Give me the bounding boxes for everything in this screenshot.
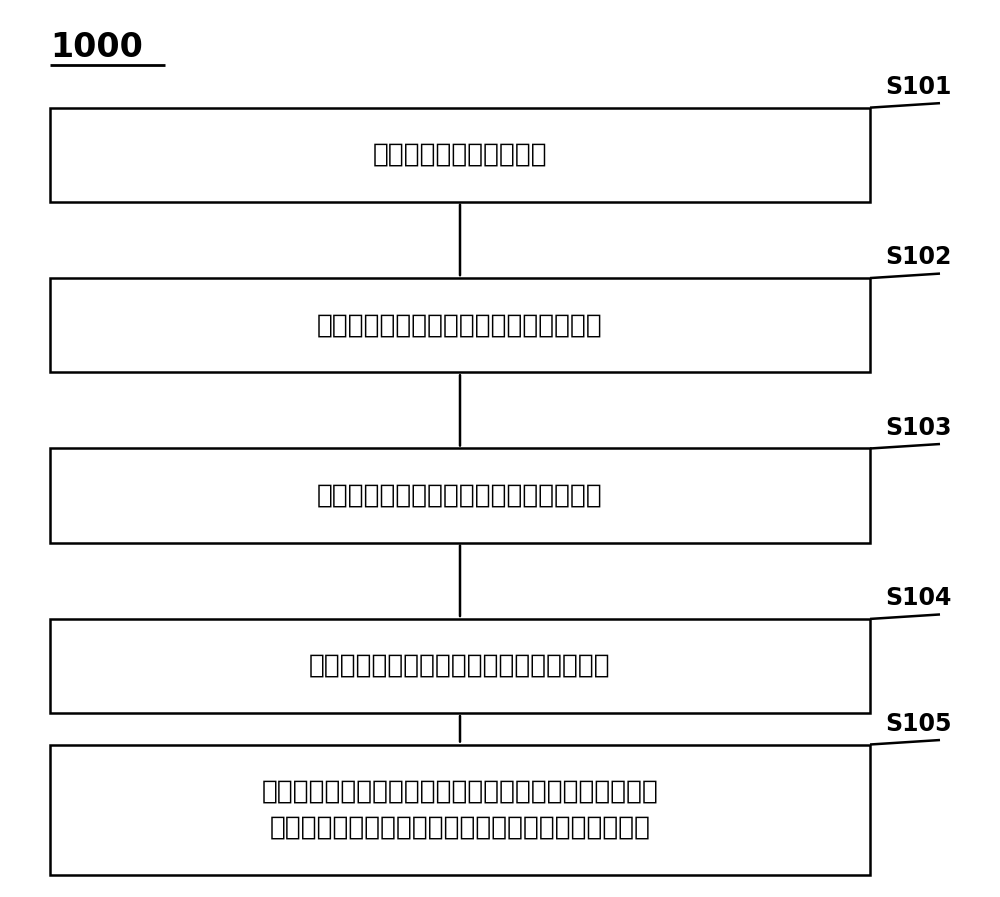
Bar [50,745,870,875]
Text: 采集仓储场地的全景图像: 采集仓储场地的全景图像 [373,142,547,168]
Text: 以第一时间间隔采集关注区域的监测图像: 以第一时间间隔采集关注区域的监测图像 [317,483,603,509]
Text: S103: S103 [885,415,952,440]
Bar [50,448,870,543]
Text: S102: S102 [885,245,951,269]
Text: 计算最近两次连续确定的货物的体积之间的差值，在差值
大于预设的货物变化阈值的情况下，生成第一报警信息: 计算最近两次连续确定的货物的体积之间的差值，在差值 大于预设的货物变化阈值的情况… [262,779,658,840]
Text: S101: S101 [885,74,951,99]
Bar [50,619,870,713]
Bar [50,108,870,202]
Text: 1000: 1000 [50,31,143,65]
Bar [50,278,870,372]
Text: S105: S105 [885,711,952,736]
Text: 根据监测图像确定关注区域中的货物的体积: 根据监测图像确定关注区域中的货物的体积 [309,653,611,679]
Text: S104: S104 [885,586,951,610]
Text: 根据全景图像确定仓储场地中的关注区域: 根据全景图像确定仓储场地中的关注区域 [317,312,603,338]
